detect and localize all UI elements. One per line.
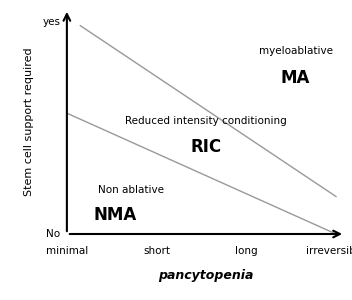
Text: irreversible: irreversible: [307, 247, 352, 256]
Text: pancytopenia: pancytopenia: [158, 269, 253, 282]
Text: MA: MA: [281, 69, 310, 87]
Text: long: long: [235, 247, 258, 256]
Text: short: short: [143, 247, 170, 256]
Text: Stem cell support required: Stem cell support required: [24, 47, 34, 196]
Text: Reduced intensity conditioning: Reduced intensity conditioning: [125, 116, 287, 127]
Text: Non ablative: Non ablative: [98, 185, 164, 195]
Text: NMA: NMA: [94, 206, 137, 224]
Text: yes: yes: [43, 16, 61, 26]
Text: No: No: [46, 229, 61, 239]
Text: myeloablative: myeloablative: [259, 46, 333, 56]
Text: minimal: minimal: [46, 247, 88, 256]
Text: RIC: RIC: [190, 137, 221, 155]
